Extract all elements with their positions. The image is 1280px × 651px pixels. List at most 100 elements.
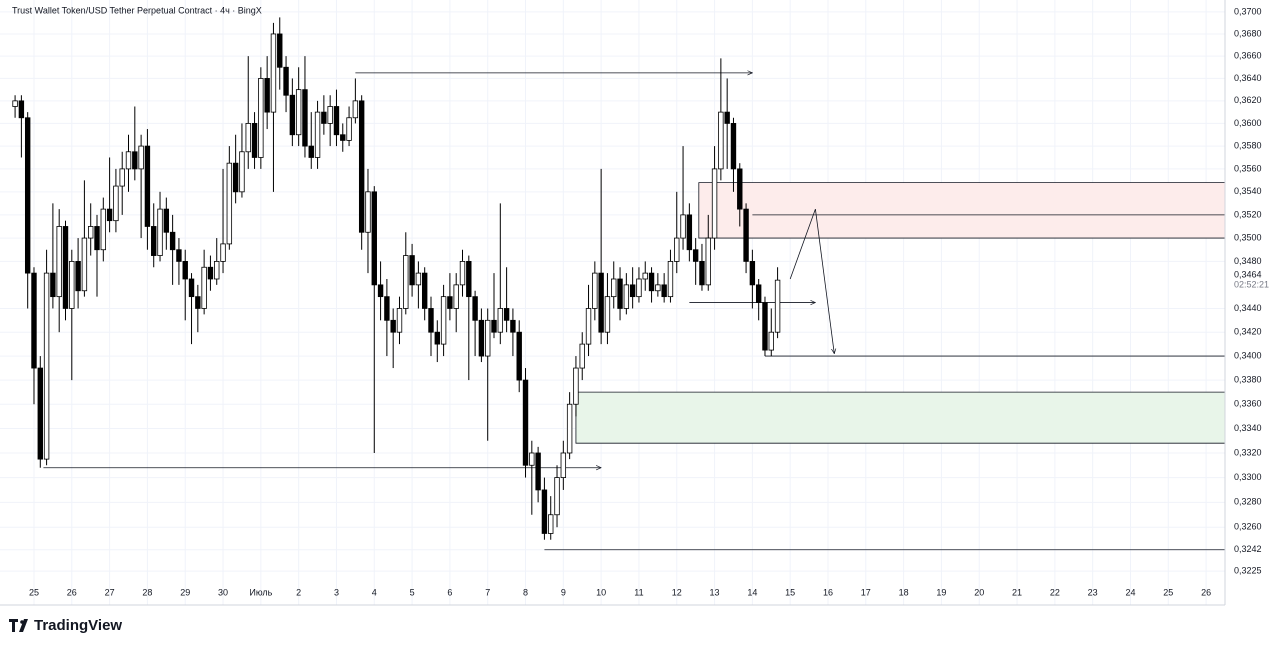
candle-body <box>207 266 214 280</box>
candle-body <box>743 208 749 262</box>
candle-body <box>308 145 314 158</box>
candle-body <box>453 284 459 309</box>
x-tick-label: 29 <box>180 587 190 597</box>
x-tick-label: 15 <box>785 587 795 597</box>
candle-body <box>774 279 781 333</box>
candle-body <box>264 78 270 113</box>
candle-body <box>692 249 699 262</box>
candle-body <box>302 89 308 147</box>
candle-body <box>485 319 491 357</box>
candle-body <box>459 261 466 286</box>
candle-body <box>661 284 667 298</box>
candle-body <box>655 284 661 292</box>
x-tick-label: 6 <box>447 587 452 597</box>
y-tick-label: 0,3680 <box>1234 28 1262 38</box>
candle-body <box>188 278 195 298</box>
y-tick-label: 0,3225 <box>1234 566 1262 576</box>
candle-body <box>491 319 497 333</box>
candle-body <box>541 489 548 534</box>
candle-body <box>421 272 428 309</box>
candles <box>12 17 781 540</box>
zone-border <box>575 391 1225 444</box>
candle-body <box>415 272 422 286</box>
x-tick-label: 14 <box>747 587 757 597</box>
y-tick-label: 0,3400 <box>1234 350 1262 360</box>
candle-body <box>611 278 617 298</box>
candle-body <box>573 367 579 405</box>
candle-body <box>270 33 277 113</box>
candle-body <box>321 111 327 124</box>
candle-body <box>18 100 25 119</box>
candle-body <box>340 134 346 141</box>
y-tick-label: 0,3700 <box>1234 6 1262 16</box>
candle-body <box>434 331 440 345</box>
candle-body <box>106 208 113 222</box>
candle-body <box>94 226 100 251</box>
candle-body <box>283 66 289 96</box>
x-tick-label: 11 <box>634 587 643 597</box>
candle-body <box>510 319 516 333</box>
candle-body <box>220 243 226 262</box>
x-tick-label: 9 <box>561 587 566 597</box>
candle-body <box>132 151 138 170</box>
candle-body <box>585 308 592 345</box>
candle-body <box>592 272 598 309</box>
candle-body <box>314 111 321 158</box>
candle-body <box>358 100 365 233</box>
candle-body <box>705 237 711 286</box>
y-tick-label: 0,3580 <box>1234 140 1262 150</box>
candle-body <box>176 249 182 262</box>
x-tick-label: 19 <box>936 587 946 597</box>
candle-body <box>718 111 724 170</box>
candle-body <box>623 284 630 309</box>
candle-body <box>31 272 37 369</box>
candle-body <box>138 145 144 170</box>
x-tick-label: 26 <box>1201 587 1211 597</box>
candle-body <box>636 278 642 298</box>
zone-border <box>698 182 1225 239</box>
candle-body <box>125 151 132 170</box>
candle-body <box>352 100 359 119</box>
candle-body <box>295 89 302 136</box>
candle-body <box>667 261 674 298</box>
candle-body <box>163 208 170 233</box>
candle-body <box>598 272 604 333</box>
x-tick-label: 8 <box>523 587 528 597</box>
zone <box>698 182 1225 239</box>
x-tick-label: 26 <box>67 587 77 597</box>
candle-body <box>711 168 718 239</box>
y-tick-label: 0,3600 <box>1234 118 1262 128</box>
candle-body <box>182 261 188 280</box>
candle-body <box>478 319 485 357</box>
last-price-label: 0,3464 <box>1234 270 1262 280</box>
x-tick-label: 18 <box>899 587 909 597</box>
candle-body <box>503 308 510 321</box>
candle-body <box>151 226 157 256</box>
brand: TradingView <box>34 617 122 634</box>
axes: 0,3700 0,3680 0,3660 0,3640 0,3620 0,3600 0,35… <box>29 6 1269 597</box>
y-tick-label: 0,3540 <box>1234 186 1262 196</box>
candle-body <box>81 237 88 292</box>
x-tick-label: 30 <box>218 587 228 597</box>
x-tick-label: 17 <box>861 587 871 597</box>
x-tick-label: 4 <box>372 587 377 597</box>
y-tick-label: 0,3380 <box>1234 374 1262 384</box>
candle-body <box>113 185 119 222</box>
candle-body <box>749 261 756 286</box>
candle-body <box>327 106 333 124</box>
candle-body <box>447 296 453 309</box>
candle-body <box>674 237 680 262</box>
candle-body <box>43 272 50 460</box>
candle-body <box>396 308 403 333</box>
candle-body <box>686 214 693 251</box>
chart-title: Trust Wallet Token/USD Tether Perpetual … <box>12 5 262 15</box>
candle-body <box>277 33 283 68</box>
candle-body <box>529 452 535 466</box>
candle-body <box>629 284 636 298</box>
candle-body <box>737 168 743 210</box>
candle-body <box>548 514 554 534</box>
candle-body <box>157 208 163 256</box>
candle-body <box>56 226 62 298</box>
candle-body <box>12 100 18 107</box>
candle-body <box>232 162 239 193</box>
